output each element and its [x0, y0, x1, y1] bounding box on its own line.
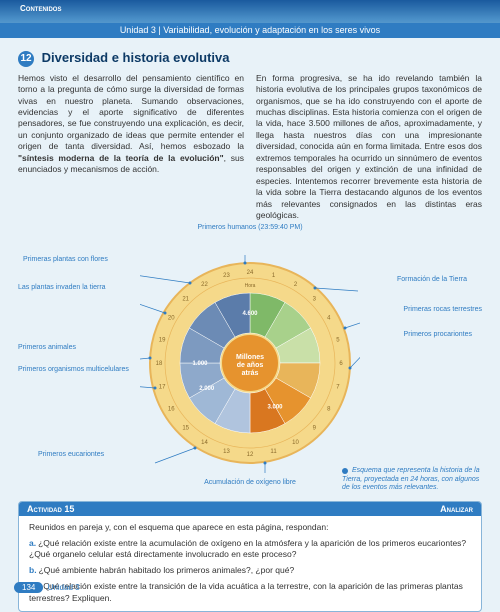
svg-text:atrás: atrás — [242, 370, 259, 377]
text-a: ¿Qué relación existe entre la acumulació… — [29, 538, 466, 560]
svg-text:16: 16 — [168, 407, 175, 413]
svg-text:4.600: 4.600 — [242, 311, 258, 317]
svg-text:18: 18 — [156, 361, 163, 367]
section-title: 12 Diversidad e historia evolutiva — [18, 50, 482, 67]
question-a: a.¿Qué relación existe entre la acumulac… — [29, 538, 471, 562]
label-a: a. — [29, 538, 36, 548]
activity-number: Actividad 15 — [27, 504, 74, 514]
label-plants-land: Las plantas invaden la tierra — [18, 284, 106, 292]
text-columns: Hemos visto el desarrollo del pensamient… — [18, 73, 482, 222]
page-footer: 134 Unidad 3 — [14, 582, 80, 593]
svg-text:2.000: 2.000 — [199, 386, 215, 392]
unit-subtitle: Variabilidad, evolución y adaptación en … — [163, 25, 380, 35]
svg-text:21: 21 — [182, 297, 189, 303]
svg-text:3.000: 3.000 — [267, 404, 283, 410]
label-multicell: Primeros organismos multicelulares — [18, 366, 129, 374]
svg-text:15: 15 — [182, 426, 189, 432]
para-left: Hemos visto el desarrollo del pensamient… — [18, 73, 244, 152]
content-area: 12 Diversidad e historia evolutiva Hemos… — [0, 38, 500, 501]
footer-unit: Unidad 3 — [48, 583, 80, 592]
header-band: Unidad 3 | Variabilidad, evolución y ada… — [0, 23, 500, 38]
label-oxygen: Acumulación de oxígeno libre — [204, 479, 296, 487]
svg-text:11: 11 — [270, 449, 277, 455]
label-flowers: Primeras plantas con flores — [23, 256, 108, 264]
label-b: b. — [29, 565, 37, 575]
label-rocks: Primeras rocas terrestres — [403, 306, 482, 314]
page-header: Contenidos Unidad 3 | Variabilidad, evol… — [0, 0, 500, 38]
activity-box: Actividad 15 Analizar Reunidos en pareja… — [18, 501, 482, 612]
text-c: ¿Qué relación existe entre la transición… — [29, 581, 463, 603]
svg-text:24: 24 — [247, 270, 254, 276]
section-number: 12 — [18, 51, 34, 67]
svg-text:14: 14 — [201, 440, 208, 446]
label-earth: Formación de la Tierra — [397, 276, 467, 284]
svg-text:17: 17 — [159, 385, 166, 391]
unit-label: Unidad 3 — [120, 25, 156, 35]
svg-text:10: 10 — [292, 440, 299, 446]
activity-header: Actividad 15 Analizar — [19, 502, 481, 516]
activity-type: Analizar — [440, 504, 473, 514]
text-b: ¿Qué ambiente habrán habitado los primer… — [39, 565, 295, 575]
label-prokaryotes: Primeros procariontes — [404, 331, 472, 339]
clock-diagram: 123456789101112131415161718192021222324H… — [18, 226, 482, 501]
svg-text:13: 13 — [223, 449, 230, 455]
svg-text:19: 19 — [159, 338, 166, 344]
para-right: En forma progresiva, se ha ido revelando… — [256, 73, 482, 221]
svg-text:12: 12 — [247, 452, 254, 458]
column-left: Hemos visto el desarrollo del pensamient… — [18, 73, 244, 222]
activity-body: Reunidos en pareja y, con el esquema que… — [19, 516, 481, 611]
svg-text:20: 20 — [168, 316, 175, 322]
page-number: 134 — [14, 582, 43, 593]
clock-svg: 123456789101112131415161718192021222324H… — [140, 253, 360, 473]
diagram-caption: Esquema que representa la historia de la… — [342, 467, 482, 492]
label-eukaryotes: Primeros eucariontes — [38, 451, 104, 459]
svg-text:23: 23 — [223, 273, 230, 279]
para-left-bold: "síntesis moderna de la teoría de la evo… — [18, 153, 224, 163]
column-right: En forma progresiva, se ha ido revelando… — [256, 73, 482, 222]
header-tab: Contenidos — [20, 4, 61, 13]
svg-text:de años: de años — [237, 362, 264, 369]
question-b: b.¿Qué ambiente habrán habitado los prim… — [29, 565, 471, 577]
svg-text:Hora: Hora — [245, 283, 256, 289]
label-animals: Primeros animales — [18, 344, 76, 352]
activity-intro: Reunidos en pareja y, con el esquema que… — [29, 522, 471, 534]
label-humans: Primeros humanos (23:59:40 PM) — [197, 224, 302, 232]
svg-text:1.000: 1.000 — [192, 361, 208, 367]
svg-text:22: 22 — [201, 282, 208, 288]
section-title-text: Diversidad e historia evolutiva — [42, 50, 230, 65]
question-c: c.¿Qué relación existe entre la transici… — [29, 581, 471, 605]
svg-text:Millones: Millones — [236, 354, 264, 361]
